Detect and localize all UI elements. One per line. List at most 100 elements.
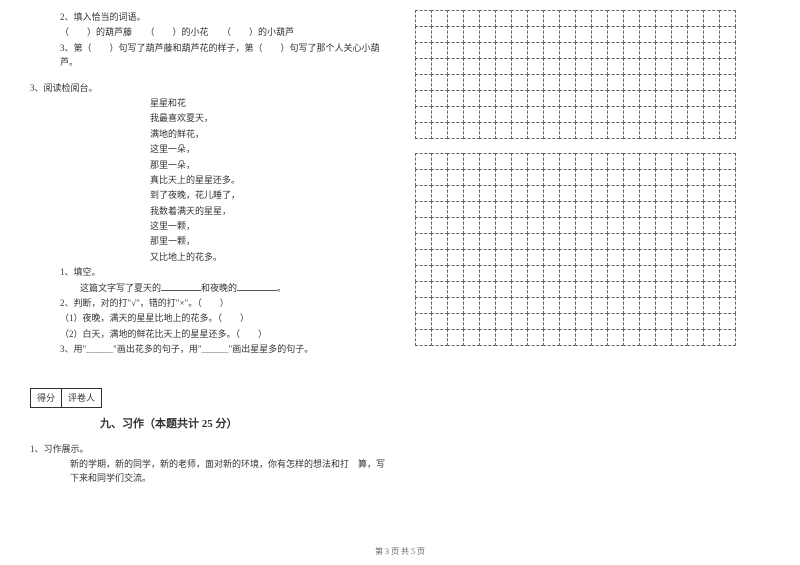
- grid-cell: [719, 201, 736, 218]
- grid-cell: [655, 249, 672, 266]
- grid-cell: [495, 185, 512, 202]
- grid-cell: [575, 90, 592, 107]
- grid-row: [415, 42, 770, 58]
- grid-cell: [671, 249, 688, 266]
- grid-cell: [719, 265, 736, 282]
- grid-cell: [687, 185, 704, 202]
- grid-cell: [511, 297, 528, 314]
- grid-cell: [639, 169, 656, 186]
- grid-cell: [495, 169, 512, 186]
- grid-cell: [703, 249, 720, 266]
- grid-cell: [703, 122, 720, 139]
- grid-cell: [479, 313, 496, 330]
- grid-cell: [639, 281, 656, 298]
- grid-cell: [527, 297, 544, 314]
- grid-cell: [447, 233, 464, 250]
- grid-cell: [511, 74, 528, 91]
- grid-row: [415, 90, 770, 106]
- grid-cell: [575, 281, 592, 298]
- grid-cell: [591, 265, 608, 282]
- grid-cell: [527, 26, 544, 43]
- grid-cell: [527, 42, 544, 59]
- grid-cell: [639, 153, 656, 170]
- grid-cell: [447, 217, 464, 234]
- grid-cell: [655, 217, 672, 234]
- grid-cell: [431, 26, 448, 43]
- grid-cell: [527, 169, 544, 186]
- grid-cell: [575, 106, 592, 123]
- grid-cell: [575, 297, 592, 314]
- grid-cell: [463, 201, 480, 218]
- grid-cell: [415, 106, 432, 123]
- grid-cell: [559, 58, 576, 75]
- grid-cell: [415, 233, 432, 250]
- grid-cell: [623, 106, 640, 123]
- grid-cell: [511, 249, 528, 266]
- grid-cell: [687, 74, 704, 91]
- grid-cell: [607, 217, 624, 234]
- grid-cell: [495, 297, 512, 314]
- grid-cell: [591, 201, 608, 218]
- grid-cell: [495, 265, 512, 282]
- grid-cell: [463, 153, 480, 170]
- grid-cell: [687, 217, 704, 234]
- grid-cell: [591, 313, 608, 330]
- grid-cell: [575, 313, 592, 330]
- grid-row: [415, 329, 770, 345]
- grid-cell: [511, 313, 528, 330]
- grid-row: [415, 58, 770, 74]
- grid-cell: [671, 217, 688, 234]
- grid-cell: [559, 265, 576, 282]
- grid-cell: [703, 281, 720, 298]
- sub2-item2: （2）白天，满地的鲜花比天上的星星还多。（ ）: [30, 327, 385, 341]
- grid-cell: [719, 74, 736, 91]
- grid-cell: [671, 10, 688, 27]
- grid-cell: [591, 58, 608, 75]
- q1-label: 1、习作展示。: [30, 442, 385, 456]
- grid-cell: [655, 90, 672, 107]
- grid-cell: [495, 201, 512, 218]
- grid-cell: [495, 217, 512, 234]
- grid-cell: [559, 74, 576, 91]
- grid-cell: [463, 313, 480, 330]
- grid-cell: [415, 74, 432, 91]
- poem-line: 那里一朵，: [30, 158, 385, 172]
- grid-cell: [639, 10, 656, 27]
- grid-cell: [607, 281, 624, 298]
- grid-cell: [527, 281, 544, 298]
- grid-cell: [719, 281, 736, 298]
- grid-cell: [511, 265, 528, 282]
- grid-cell: [591, 169, 608, 186]
- grid-cell: [687, 313, 704, 330]
- q2-line1: （ ）的葫芦藤 （ ）的小花 （ ）的小葫芦: [30, 25, 385, 39]
- grid-cell: [415, 249, 432, 266]
- grid-cell: [591, 297, 608, 314]
- grid-cell: [719, 233, 736, 250]
- poem-title: 星星和花: [30, 96, 385, 110]
- grid-cell: [575, 74, 592, 91]
- grid-cell: [511, 10, 528, 27]
- grid-cell: [479, 74, 496, 91]
- grid-cell: [447, 122, 464, 139]
- grid-cell: [479, 281, 496, 298]
- grid-cell: [671, 329, 688, 346]
- grid-cell: [463, 42, 480, 59]
- grid-cell: [575, 42, 592, 59]
- grid-cell: [607, 265, 624, 282]
- q2-line2: 3、第（ ）句写了葫芦藤和葫芦花的样子，第（ ）句写了那个人关心小葫芦。: [30, 41, 385, 70]
- grid-cell: [623, 58, 640, 75]
- grid-cell: [511, 26, 528, 43]
- grid-cell: [463, 233, 480, 250]
- sub2-item1: （1）夜晚，满天的星星比地上的花多。（ ）: [30, 311, 385, 325]
- grid-cell: [543, 26, 560, 43]
- grid-cell: [415, 10, 432, 27]
- grid-cell: [447, 26, 464, 43]
- grid-cell: [703, 42, 720, 59]
- grid-cell: [703, 10, 720, 27]
- sub1-text: 这篇文字写了夏天的和夜晚的。: [30, 281, 385, 295]
- grid-row: [415, 281, 770, 297]
- grid-cell: [703, 58, 720, 75]
- grid-cell: [431, 122, 448, 139]
- grid-cell: [543, 42, 560, 59]
- grid-cell: [703, 233, 720, 250]
